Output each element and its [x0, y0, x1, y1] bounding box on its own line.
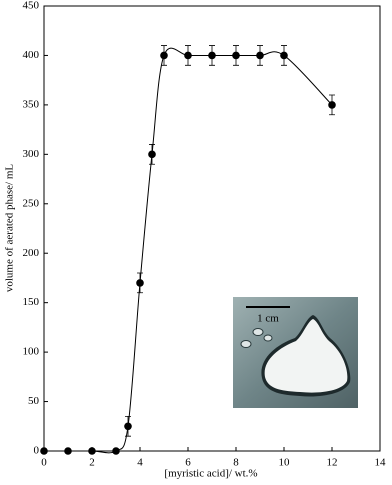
- marker: [280, 51, 288, 60]
- marker: [232, 51, 240, 60]
- x-tick-label: 14: [375, 457, 387, 469]
- marker: [136, 279, 144, 287]
- marker: [124, 422, 132, 431]
- y-tick-label: 400: [23, 49, 40, 61]
- marker: [112, 447, 120, 455]
- y-tick-label: 150: [23, 296, 40, 308]
- marker: [88, 447, 96, 455]
- line: [43, 47, 333, 454]
- marker: [256, 51, 264, 60]
- y-tick-label: 0: [34, 445, 40, 457]
- plot-frame: [43, 5, 381, 452]
- marker: [160, 51, 168, 60]
- y-tick-label: 300: [23, 148, 40, 160]
- marker: [148, 150, 156, 159]
- marker: [40, 447, 48, 455]
- y-axis-label: volume of aerated phase/ mL: [4, 164, 16, 293]
- x-tick-label: 4: [137, 457, 143, 469]
- x-tick-label: 0: [41, 457, 47, 469]
- x-tick-label: 12: [327, 457, 338, 469]
- marker: [184, 51, 192, 60]
- inset-photo: [233, 297, 358, 408]
- marker: [328, 101, 336, 109]
- y-tick-label: 200: [23, 247, 40, 259]
- y-tick-label: 350: [23, 98, 40, 110]
- y-tick-label: 50: [28, 395, 40, 407]
- marker: [208, 51, 216, 60]
- x-tick-label: 2: [89, 457, 95, 469]
- x-tick-label: 8: [233, 457, 239, 469]
- x-tick-label: 10: [279, 457, 291, 469]
- y-tick-label: 100: [23, 346, 40, 358]
- y-tick-label: 250: [23, 197, 40, 209]
- x-tick-label: 6: [185, 457, 191, 469]
- marker: [64, 447, 72, 455]
- x-axis-label: [myristic acid]/ wt.%: [164, 468, 257, 480]
- y-tick-label: 450: [23, 0, 40, 12]
- inset-label: 1 cm: [257, 313, 279, 325]
